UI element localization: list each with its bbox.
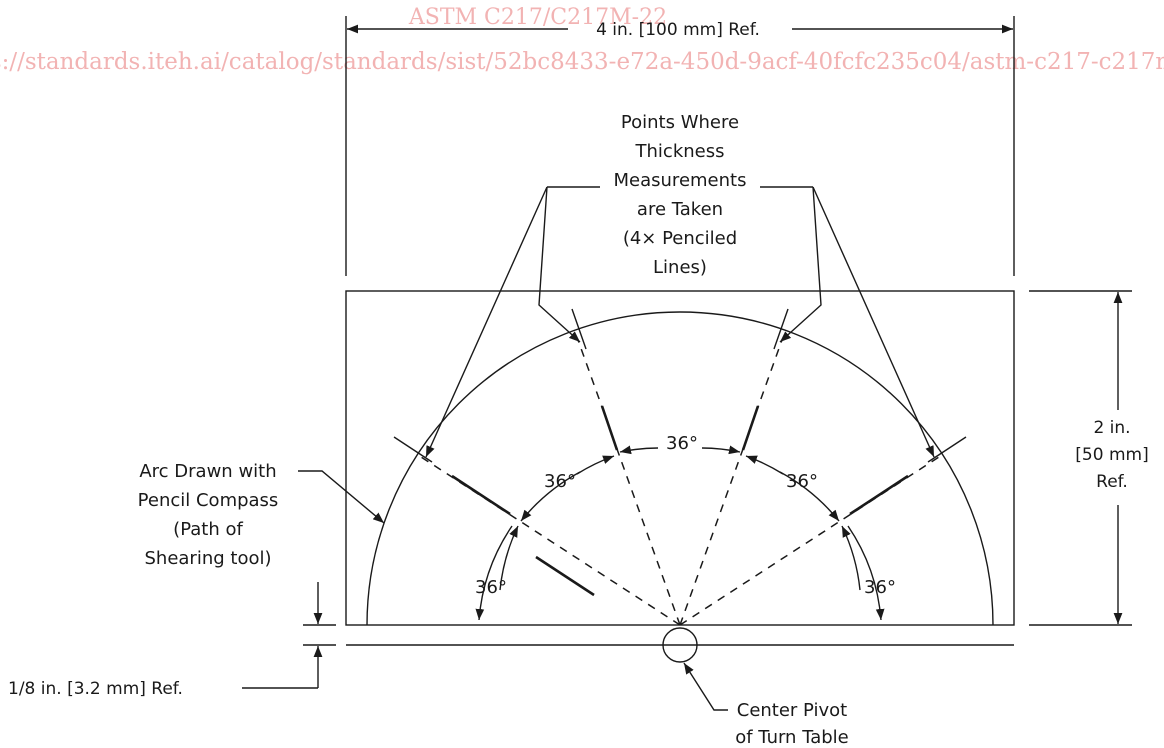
points-note-line-6: Lines) [653, 257, 707, 278]
points-note-line-5: (4× Penciled [623, 228, 737, 249]
height-dimension-line-3: Ref. [1096, 472, 1128, 492]
arc-note-line-3: (Path of [173, 519, 243, 540]
penciled-line-4-outer [927, 436, 967, 463]
angle-arc-center-left [619, 445, 659, 455]
angle-arc-bottom-left [475, 525, 513, 621]
angle-arc-bottom-right [847, 525, 885, 621]
width-dimension-label: 4 in. [100 mm] Ref. [596, 20, 760, 40]
points-note-line-4: are Taken [637, 199, 723, 220]
watermark-header: ASTM C217/C217M-22 [408, 5, 667, 30]
shearing-arc [366, 311, 994, 626]
angle-arc-bottom-right-top [841, 525, 861, 591]
pivot-note-line-2: of Turn Table [735, 727, 849, 748]
arc-note: Arc Drawn with Pencil Compass (Path of S… [138, 461, 279, 569]
penciled-line-3-outer [773, 308, 789, 350]
pivot-note-leader [683, 662, 728, 711]
arc-note-line-4: Shearing tool) [144, 548, 271, 569]
penciled-line-3-inner [741, 405, 760, 451]
pivot-note-line-1: Center Pivot [737, 700, 848, 721]
points-leader-4 [812, 186, 935, 458]
arc-note-line-1: Arc Drawn with [139, 461, 276, 482]
arc-note-leader [298, 470, 385, 524]
penciled-line-1-inner [451, 474, 511, 516]
angle-label-bottom-right: 36° [864, 577, 896, 598]
angle-arc-upper-right-a [779, 471, 840, 522]
points-note-line-3: Measurements [614, 170, 747, 191]
penciled-line-1-lower [535, 555, 595, 597]
points-note: Points Where Thickness Measurements are … [614, 112, 747, 278]
angle-label-upper-left: 36° [544, 471, 576, 492]
penciled-lines [393, 308, 967, 597]
points-leader-2 [538, 186, 581, 343]
gap-dimension-label: 1/8 in. [3.2 mm] Ref. [8, 679, 183, 699]
angle-arc-center-right [701, 445, 741, 455]
points-note-line-1: Points Where [621, 112, 739, 133]
angle-arc-upper-left-b [576, 455, 615, 475]
points-leader-1 [425, 186, 548, 458]
points-note-line-2: Thickness [635, 141, 725, 162]
center-pivot-circle [662, 627, 698, 663]
angle-label-center: 36° [666, 433, 698, 454]
penciled-line-4-inner [849, 474, 909, 516]
angle-arc-bottom-left-top [499, 525, 519, 591]
radial-line-3 [679, 339, 783, 626]
points-leader-3 [779, 186, 822, 343]
radial-line-2 [577, 339, 681, 626]
angle-arc-upper-right-b [745, 455, 784, 475]
arc-note-line-2: Pencil Compass [138, 490, 279, 511]
angle-arc-upper-left-a [520, 471, 581, 522]
penciled-line-1-outer [393, 436, 433, 463]
penciled-line-2-inner [600, 405, 619, 451]
angle-label-bottom-left: 36° [475, 577, 507, 598]
angle-label-upper-right: 36° [786, 471, 818, 492]
height-dimension-line-1: 2 in. [1093, 418, 1130, 438]
penciled-line-2-outer [571, 308, 587, 350]
watermark-url: https://standards.iteh.ai/catalog/standa… [0, 49, 1164, 75]
specimen-rectangle [345, 290, 1015, 626]
height-dimension-line-2: [50 mm] [1075, 445, 1148, 465]
